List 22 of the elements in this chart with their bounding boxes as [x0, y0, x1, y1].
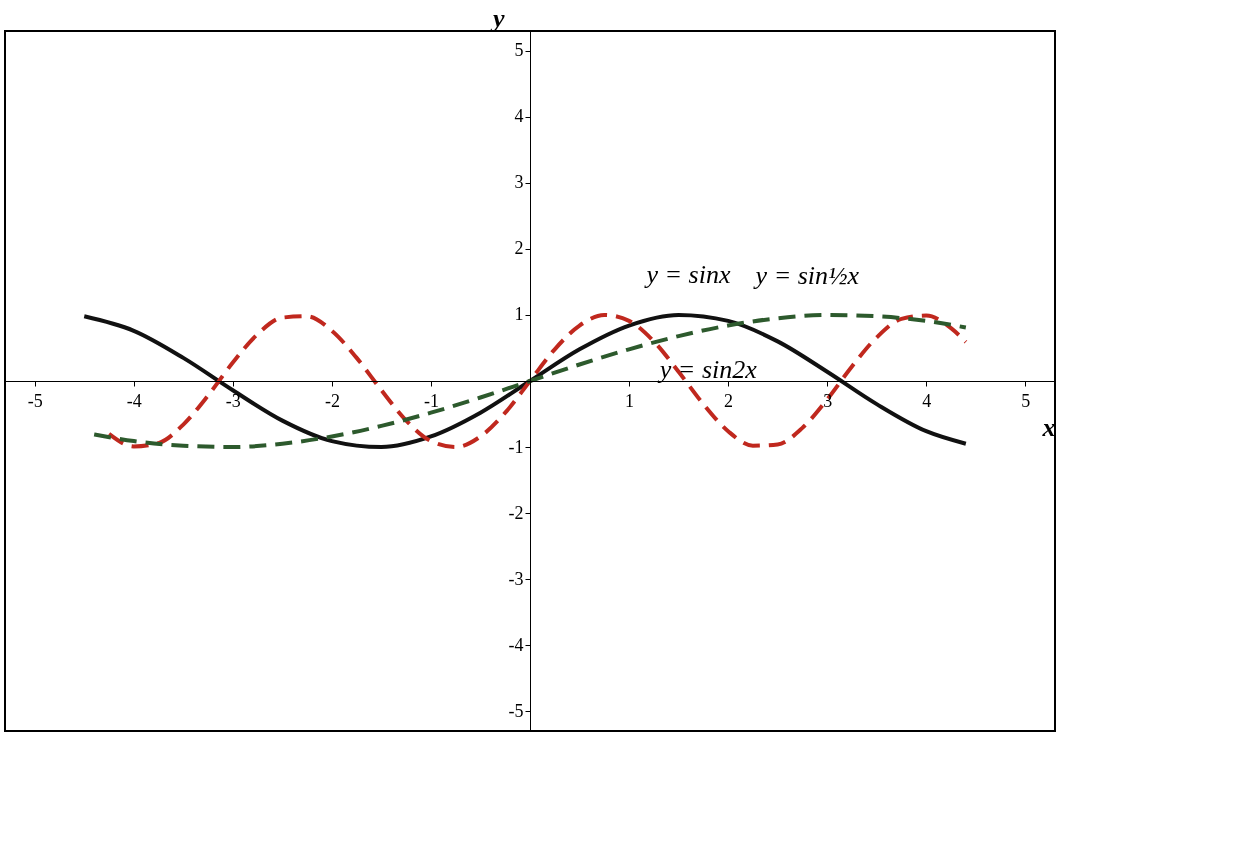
x-tick-label: -1	[423, 390, 439, 411]
x-tick-label: -4	[126, 390, 142, 411]
y-tick-label: 1	[514, 304, 524, 325]
x-tick-label: 4	[922, 390, 932, 411]
annotation: y = sinx	[643, 259, 731, 289]
x-tick-label: -3	[225, 390, 241, 411]
annotation: y = sin½x	[752, 260, 860, 290]
y-tick-label: -3	[508, 568, 524, 589]
y-tick-label: -2	[508, 502, 524, 523]
y-tick-label: -4	[508, 634, 524, 655]
x-tick-label: 5	[1021, 390, 1031, 411]
x-tick-label: 2	[724, 390, 734, 411]
x-tick-label: -2	[324, 390, 340, 411]
y-tick-label: 3	[514, 172, 524, 193]
y-tick-label: 4	[514, 106, 524, 127]
x-axis-title: x	[1041, 412, 1056, 442]
y-tick-label: 5	[514, 40, 524, 61]
y-tick-label: 2	[514, 238, 524, 259]
x-tick-label: -5	[27, 390, 43, 411]
x-tick-label: 1	[625, 390, 635, 411]
y-tick-label: -1	[508, 436, 524, 457]
y-tick-label: -5	[508, 700, 524, 721]
